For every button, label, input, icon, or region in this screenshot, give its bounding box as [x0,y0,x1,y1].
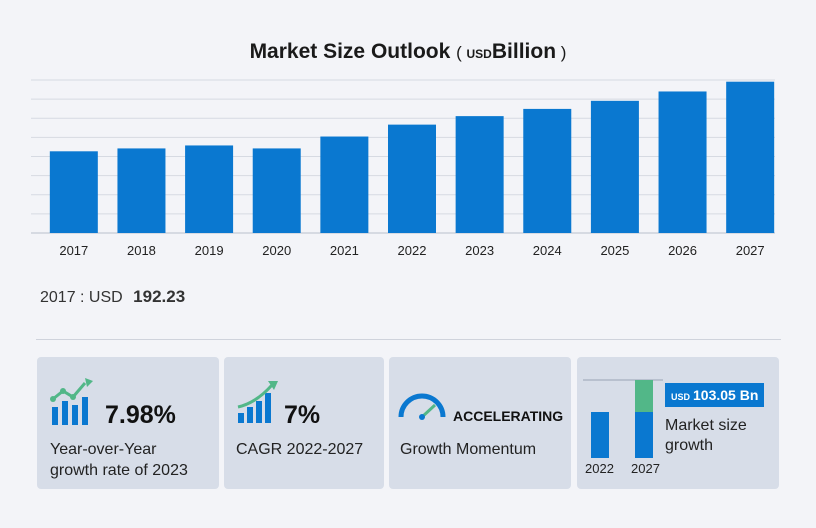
x-tick-label: 2023 [465,243,494,258]
yoy-label-1: Year-over-Year [50,441,157,458]
title-unit-prefix: USD [466,47,492,61]
x-tick-label: 2020 [262,243,291,258]
speedometer-icon [398,393,446,420]
x-tick-label: 2021 [330,243,359,258]
mini-bar-start [591,412,609,458]
cagr-label: CAGR 2022-2027 [236,441,364,458]
baseline-label: 2017 : USD [40,289,123,306]
bar-2018 [117,148,166,233]
cagr-card: 7% CAGR 2022-2027 [224,357,384,489]
mini-bar-growth [635,380,653,412]
bar-2017 [49,151,98,233]
market-label-2: growth [665,437,714,454]
x-tick-label: 2026 [668,243,697,258]
title-text: Market Size Outlook [249,40,451,63]
yoy-value: 7.98% [105,401,176,429]
bar-2026 [658,91,707,233]
rising-bars-icon [237,381,278,423]
bar-2027 [726,81,775,233]
x-tick-label: 2018 [127,243,156,258]
mini-bar-end [635,412,653,458]
title-unit: ( USDBillion ) [456,40,567,63]
mini-growth-chart [583,379,663,458]
yoy-card: 7.98% Year-over-Year growth rate of 2023 [37,357,219,489]
bar-2021 [320,136,369,233]
chart-title: Market Size Outlook ( USDBillion ) [0,40,816,64]
badge-value: 103.05 Bn [693,387,759,403]
bar-2019 [185,145,234,233]
market-growth-badge: USD 103.05 Bn [665,383,765,407]
bar-2020 [252,148,301,233]
x-tick-label: 2022 [398,243,427,258]
x-tick-label: 2024 [533,243,562,258]
baseline-number: 192.23 [133,287,186,306]
momentum-value: ACCELERATING [453,408,564,424]
growth-bars-icon [50,378,93,425]
bar-2022 [388,124,436,233]
title-unit-label: Billion [491,40,557,63]
baseline-value: 2017 : USD 192.23 [40,287,185,307]
momentum-card: ACCELERATING Growth Momentum [389,357,571,489]
yoy-label-2: growth rate of 2023 [50,462,188,479]
cagr-value: 7% [284,401,321,429]
bar-2025 [590,100,639,233]
momentum-label: Growth Momentum [400,441,537,458]
market-label-1: Market size [665,417,747,434]
bar-2024 [523,108,572,233]
x-tick-label: 2019 [195,243,224,258]
x-tick-label: 2027 [736,243,765,258]
bar-chart: 2017 2018 2019 2020 2021 2022 2023 2024 2025 2026… [31,79,775,258]
badge-unit: USD [671,392,691,402]
divider [36,339,781,340]
x-tick-label: 2025 [600,243,629,258]
mini-year-end: 2027 [631,461,660,476]
mini-year-start: 2022 [585,461,614,476]
market-growth-card: 2022 2027 USD 103.05 Bn Market size growt… [577,357,779,489]
bar-2023 [455,116,504,233]
x-tick-label: 2017 [59,243,88,258]
